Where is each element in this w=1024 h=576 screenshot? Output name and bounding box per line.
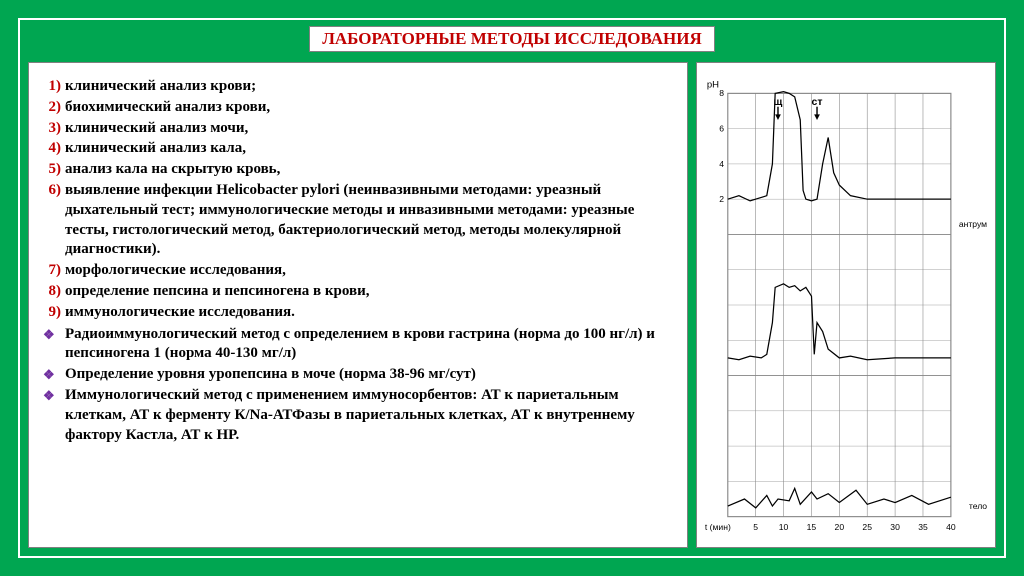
bulleted-item: Определение уровня уропепсина в моче (но… (65, 365, 673, 385)
numbered-item: 1)клинический анализ крови; (65, 77, 673, 97)
slide-frame: ЛАБОРАТОРНЫЕ МЕТОДЫ ИССЛЕДОВАНИЯ 1)клини… (18, 18, 1006, 558)
svg-text:20: 20 (835, 522, 845, 532)
text-panel: 1)клинический анализ крови;2)биохимическ… (28, 62, 688, 548)
numbered-list: 1)клинический анализ крови;2)биохимическ… (37, 77, 673, 323)
chart-panel: 5101520253035402468pHt (мин)щстантрумтел… (696, 62, 996, 548)
content-row: 1)клинический анализ крови;2)биохимическ… (20, 62, 1004, 556)
numbered-item: 4)клинический анализ кала, (65, 139, 673, 159)
numbered-item: 6)выявление инфекции Helicobacter pylori… (65, 181, 673, 260)
item-text: клинический анализ мочи, (65, 120, 248, 136)
svg-text:35: 35 (918, 522, 928, 532)
svg-text:8: 8 (719, 88, 724, 98)
svg-text:10: 10 (779, 522, 789, 532)
svg-text:5: 5 (753, 522, 758, 532)
svg-text:антрум: антрум (959, 219, 987, 229)
svg-text:pH: pH (707, 80, 719, 91)
item-number: 6) (37, 181, 61, 201)
bulleted-item: Иммунологический метод с применением имм… (65, 386, 673, 445)
item-number: 1) (37, 77, 61, 97)
item-number: 2) (37, 98, 61, 118)
item-number: 3) (37, 119, 61, 139)
bulleted-item: Радиоиммунологический метод с определени… (65, 325, 673, 365)
item-text: клинический анализ кала, (65, 140, 246, 156)
item-text: иммунологические исследования. (65, 304, 295, 320)
item-text: морфологические исследования, (65, 262, 286, 278)
item-text: анализ кала на скрытую кровь, (65, 161, 280, 177)
numbered-item: 9)иммунологические исследования. (65, 303, 673, 323)
title-wrap: ЛАБОРАТОРНЫЕ МЕТОДЫ ИССЛЕДОВАНИЯ (20, 20, 1004, 62)
item-number: 5) (37, 160, 61, 180)
svg-text:тело: тело (969, 501, 987, 511)
ph-chart: 5101520253035402468pHt (мин)щстантрумтел… (703, 69, 989, 541)
numbered-item: 5)анализ кала на скрытую кровь, (65, 160, 673, 180)
item-number: 7) (37, 261, 61, 281)
numbered-item: 3)клинический анализ мочи, (65, 119, 673, 139)
svg-text:t (мин): t (мин) (705, 522, 731, 532)
item-number: 8) (37, 282, 61, 302)
item-text: клинический анализ крови; (65, 78, 256, 94)
item-number: 4) (37, 139, 61, 159)
svg-text:30: 30 (890, 522, 900, 532)
slide-title: ЛАБОРАТОРНЫЕ МЕТОДЫ ИССЛЕДОВАНИЯ (309, 26, 715, 52)
svg-text:4: 4 (719, 159, 724, 169)
item-number: 9) (37, 303, 61, 323)
item-text: определение пепсина и пепсиногена в кров… (65, 283, 370, 299)
svg-text:40: 40 (946, 522, 956, 532)
numbered-item: 7)морфологические исследования, (65, 261, 673, 281)
item-text: биохимический анализ крови, (65, 99, 270, 115)
svg-text:6: 6 (719, 123, 724, 133)
item-text: выявление инфекции Helicobacter pylori (… (65, 182, 634, 257)
svg-text:15: 15 (807, 522, 817, 532)
numbered-item: 2)биохимический анализ крови, (65, 98, 673, 118)
numbered-item: 8)определение пепсина и пепсиногена в кр… (65, 282, 673, 302)
svg-text:ст: ст (812, 97, 823, 108)
svg-text:2: 2 (719, 194, 724, 204)
bulleted-list: Радиоиммунологический метод с определени… (37, 325, 673, 446)
svg-text:25: 25 (862, 522, 872, 532)
